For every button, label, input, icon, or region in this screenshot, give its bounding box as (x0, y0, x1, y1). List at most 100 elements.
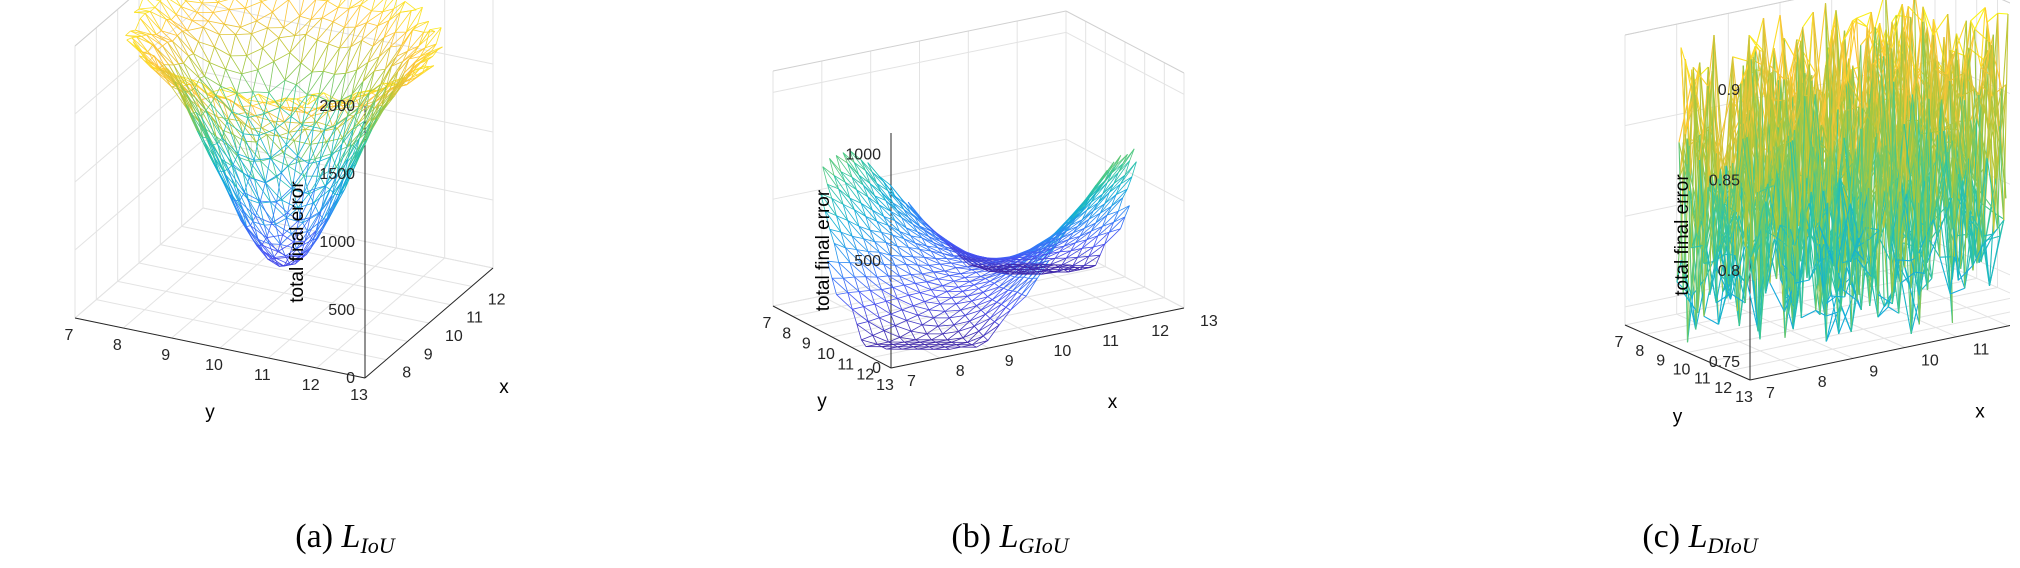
surface-edge (1835, 10, 1841, 181)
surface-edge (406, 23, 418, 33)
surface-edge (391, 61, 403, 67)
surface-edge (1113, 211, 1119, 223)
surface-edge (146, 34, 163, 47)
surface-edge (1856, 17, 1868, 28)
surface-edge (998, 286, 1004, 289)
y-tick-label: 12 (856, 367, 874, 384)
surface-edge (899, 337, 916, 341)
surface-edge (1088, 203, 1106, 220)
surface-edge (829, 229, 846, 249)
box-edge (1624, 0, 1795, 36)
surface-edge (1097, 183, 1115, 204)
surface-edge (951, 295, 968, 299)
surface-edge (272, 251, 279, 260)
surface-edge (248, 177, 261, 202)
surface-edge (906, 264, 918, 266)
surface-edge (874, 300, 887, 305)
surface-edge (1703, 34, 1715, 253)
surface-edge (1090, 222, 1097, 232)
surface-edge (1106, 210, 1119, 216)
surface-edge (870, 290, 887, 302)
surface-edge (1106, 197, 1124, 216)
y-tick-label: 12 (302, 377, 320, 394)
surface-edge (281, 155, 298, 174)
surface-edge (1021, 277, 1038, 295)
surface-edge (429, 27, 442, 30)
surface-edge (858, 174, 864, 186)
surface-edge (1753, 280, 1759, 330)
surface-edge (969, 276, 981, 283)
surface-edge (262, 47, 275, 62)
surface-edge (156, 34, 168, 43)
surface-edge (204, 75, 221, 87)
surface-edge (840, 171, 846, 183)
surface-edge (1841, 17, 1858, 44)
surface-edge (1066, 256, 1078, 259)
surface-edge (870, 229, 882, 233)
y-tick-label: 8 (782, 325, 791, 342)
grid-line (1065, 31, 1185, 95)
surface-edge (1858, 106, 1864, 194)
surface-edge (283, 0, 289, 28)
surface-edge (178, 62, 184, 65)
surface-edge (293, 217, 311, 243)
surface-edge (260, 182, 266, 202)
surface-edge (1808, 12, 1814, 65)
surface-edge (271, 152, 284, 159)
surface-edge (151, 34, 168, 43)
surface-edge (394, 12, 401, 33)
surface-edge (279, 106, 291, 112)
surface-edge (391, 50, 408, 67)
surface-edge (949, 309, 961, 319)
surface-edge (191, 112, 197, 114)
surface-edge (390, 45, 402, 48)
surface-edge (903, 238, 909, 248)
surface-edge (978, 330, 984, 337)
surface-edge (370, 105, 383, 123)
surface-edge (272, 120, 290, 133)
surface-edge (1707, 86, 1723, 234)
surface-edge (974, 317, 991, 327)
surface-edge (355, 10, 372, 28)
surface-edge (155, 70, 172, 88)
surface-edge (243, 192, 256, 217)
surface-edge (1779, 224, 1791, 230)
surface-edge (261, 244, 278, 252)
surface-edge (1698, 34, 1715, 161)
surface-edge (1084, 219, 1090, 229)
surface-edge (1122, 148, 1135, 164)
surface-edge (944, 303, 957, 312)
surface-edge (1084, 212, 1101, 229)
surface-edge (297, 126, 314, 157)
surface-edge (180, 6, 198, 13)
surface-edge (228, 118, 240, 122)
surface-edge (1734, 211, 1746, 247)
surface-edge (307, 213, 320, 232)
surface-edge (965, 309, 982, 316)
surface-edge (399, 1, 406, 13)
surface-edge (228, 0, 234, 10)
surface-edge (835, 155, 842, 172)
surface-edge (190, 113, 203, 138)
surface-edge (339, 46, 351, 49)
surface-edge (969, 320, 975, 327)
surface-edge (246, 99, 253, 106)
surface-edge (982, 282, 995, 293)
surface-edge (998, 309, 1011, 326)
surface-edge (283, 255, 301, 267)
surface-edge (856, 189, 869, 198)
surface-edge (1100, 205, 1112, 214)
surface-edge (976, 299, 993, 307)
surface-edge (411, 64, 417, 78)
x-tick-label: 8 (956, 363, 965, 380)
surface-edge (1063, 239, 1070, 247)
surface-edge (851, 176, 864, 186)
surface-edge (919, 292, 936, 298)
surface-edge (276, 186, 293, 203)
surface-edge (319, 129, 326, 162)
surface-edge (298, 161, 305, 177)
surface-edge (282, 220, 300, 236)
surface-edge (360, 0, 369, 6)
x-tick-label: 11 (466, 310, 483, 327)
surface-edge (357, 70, 375, 109)
